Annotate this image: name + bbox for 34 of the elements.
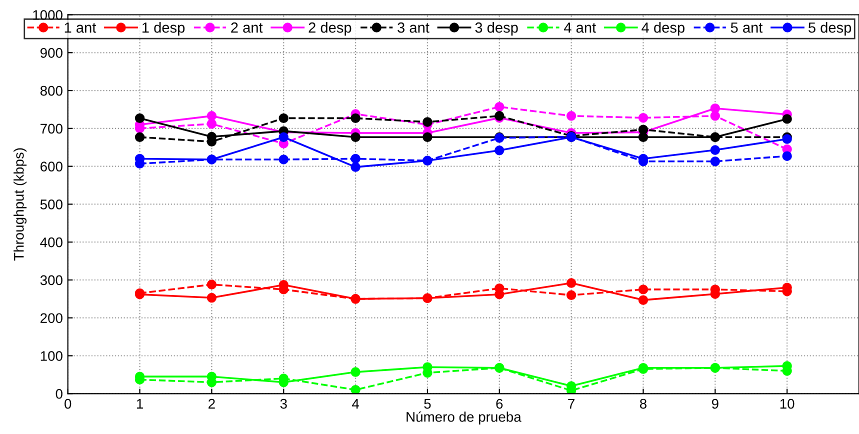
y-tick-label: 1000 bbox=[33, 10, 62, 20]
x-tick-label: 6 bbox=[496, 398, 503, 409]
y-tick-label: 300 bbox=[40, 275, 62, 286]
x-tick-label: 5 bbox=[424, 399, 431, 409]
legend-label: 5 ant bbox=[730, 22, 763, 33]
x-tick-label: 3 bbox=[280, 398, 287, 409]
x-axis-title: Número de prueba bbox=[406, 411, 522, 425]
y-tick-label: 100 bbox=[40, 351, 62, 361]
y-tick-label: 200 bbox=[40, 313, 62, 324]
x-tick-label: 1 bbox=[136, 399, 143, 409]
y-tick-label: 700 bbox=[40, 124, 62, 134]
x-tick-label: 2 bbox=[208, 398, 215, 409]
y-tick-label: 600 bbox=[40, 162, 62, 172]
legend-label: 2 ant bbox=[231, 22, 263, 33]
legend-label: 3 desp bbox=[475, 22, 518, 36]
legend-label: 4 desp bbox=[642, 22, 684, 36]
x-tick-label: 4 bbox=[352, 399, 360, 409]
x-tick-label: 7 bbox=[568, 399, 574, 409]
y-tick-label: 0 bbox=[56, 388, 62, 399]
y-axis-title: Throughput (kbps) bbox=[14, 148, 27, 261]
x-tick-label: 10 bbox=[780, 398, 794, 409]
y-tick-label: 500 bbox=[40, 200, 62, 210]
y-tick-label: 900 bbox=[40, 48, 62, 58]
legend-label: 1 desp bbox=[142, 22, 185, 36]
legend-label: 4 ant bbox=[564, 22, 596, 33]
legend-label: 2 desp bbox=[308, 22, 352, 36]
x-tick-label: 8 bbox=[640, 398, 646, 409]
legend-label: 3 ant bbox=[398, 22, 430, 33]
x-tick-label: 0 bbox=[64, 398, 72, 409]
legend-label: 5 desp bbox=[808, 22, 852, 36]
y-tick-label: 400 bbox=[40, 237, 62, 248]
x-tick-label: 9 bbox=[712, 398, 718, 409]
y-tick-label: 800 bbox=[40, 86, 62, 96]
legend-label: 1 ant bbox=[64, 22, 96, 33]
